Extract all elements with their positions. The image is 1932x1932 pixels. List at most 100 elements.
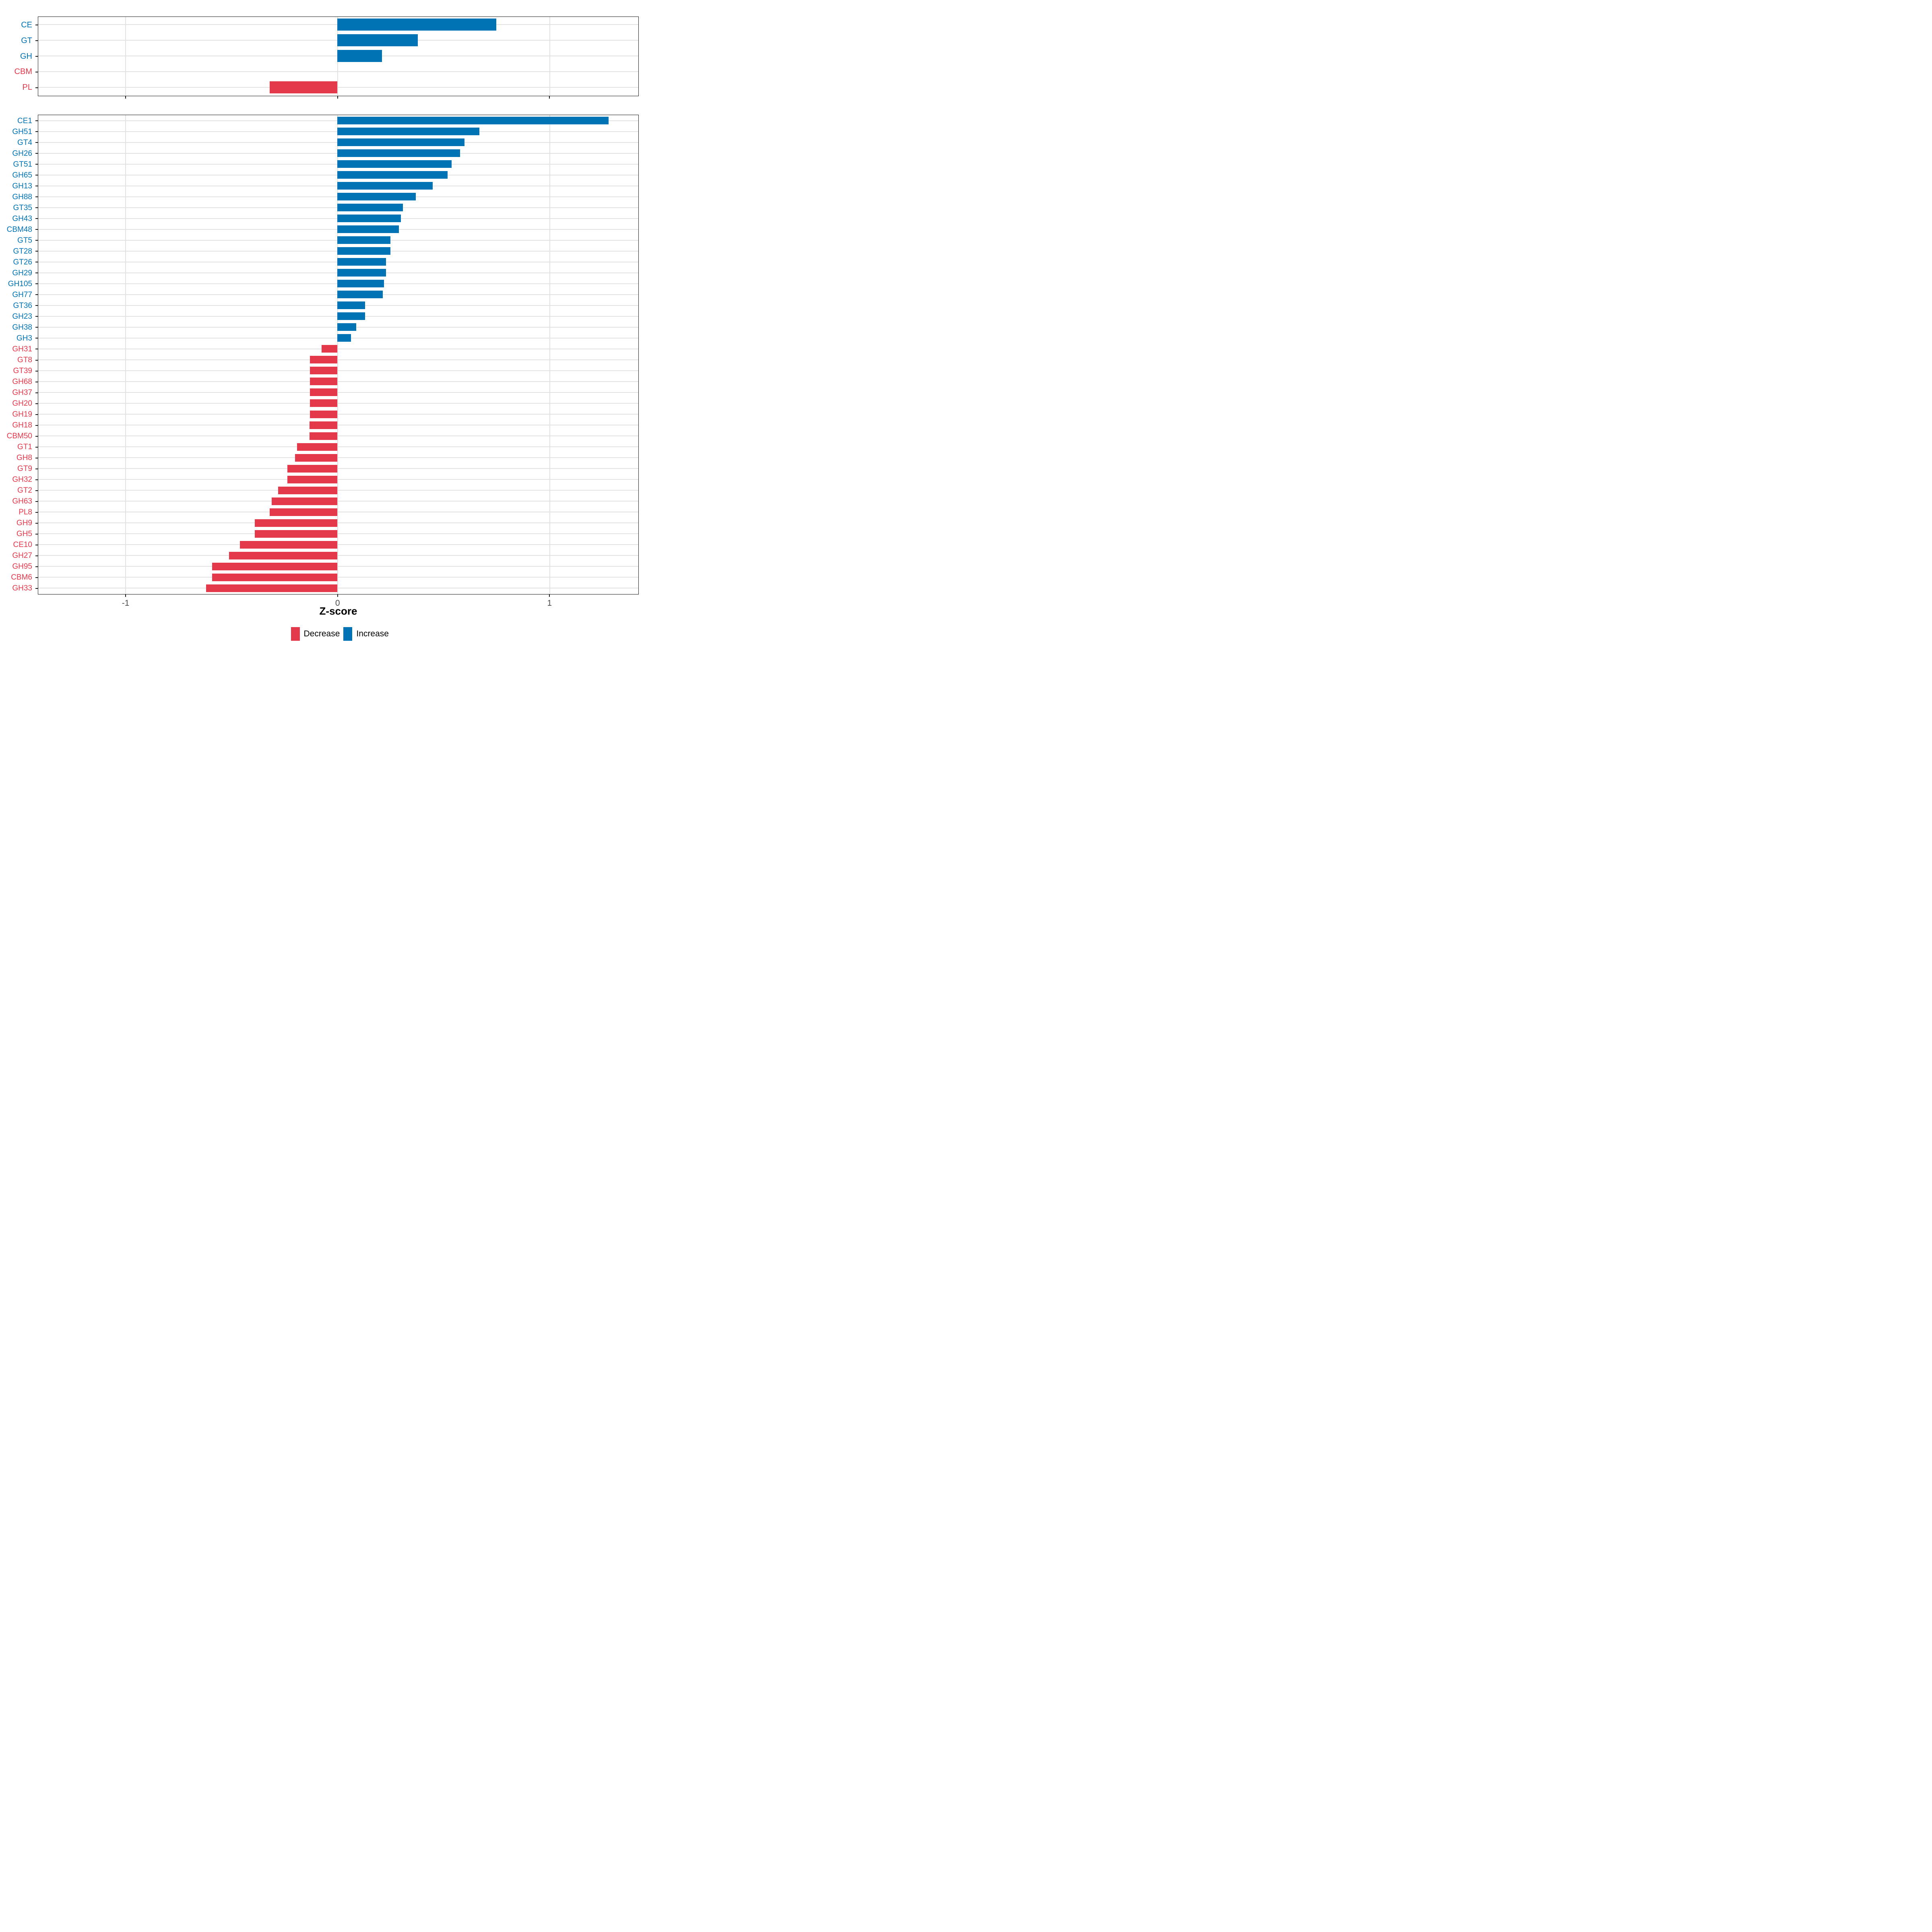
x-gridline--1 [125,115,126,594]
bar-GH68 [310,378,338,386]
bar-GT9 [287,464,338,473]
y-tick-mark-PL [35,87,38,88]
bar-GH31 [321,345,338,353]
y-axis-label-GT36: GT36 [13,301,32,310]
y-axis-label-GT9: GT9 [17,464,32,473]
bar-GH65 [337,171,448,179]
y-tick-mark-GH18 [35,425,38,426]
y-tick-mark-GH95 [35,566,38,567]
y-axis-label-GH8: GH8 [16,454,32,462]
legend-key-increase [343,627,353,641]
bar-GT51 [337,160,452,168]
y-axis-label-GH3: GH3 [16,334,32,343]
bar-GT26 [337,258,386,266]
y-axis-label-GH65: GH65 [12,171,32,180]
y-axis-label-GH9: GH9 [16,519,32,528]
y-tick-mark-GT4 [35,142,38,143]
bar-CE10 [239,541,338,549]
bar-GT [337,34,418,47]
bar-CBM6 [212,573,338,581]
y-tick-mark-GT2 [35,490,38,491]
row-gridline [38,402,638,404]
y-tick-mark-GH19 [35,414,38,415]
y-axis-label-GT35: GT35 [13,203,32,212]
y-axis-label-GH20: GH20 [12,399,32,408]
x-tick-label-1: 1 [547,599,552,608]
y-tick-mark-GH38 [35,327,38,328]
bar-GT35 [337,204,403,212]
bar-CBM48 [337,225,399,233]
bar-GH95 [212,562,338,570]
y-tick-mark-GH37 [35,392,38,393]
y-axis-label-GH32: GH32 [12,475,32,484]
bar-GH19 [310,410,338,418]
y-axis-label-GT5: GT5 [17,236,32,245]
bar-GH8 [295,454,338,462]
y-tick-mark-GH63 [35,501,38,502]
row-gridline [38,457,638,458]
row-gridline [38,381,638,382]
y-tick-mark-GH51 [35,131,38,132]
y-tick-mark-CBM6 [35,577,38,578]
bar-GH33 [206,584,338,592]
bar-GH18 [309,421,338,429]
y-axis-label-GT4: GT4 [17,138,32,147]
y-axis-label-GT39: GT39 [13,367,32,376]
y-tick-mark-GH27 [35,555,38,556]
y-axis-label-CE10: CE10 [13,541,32,549]
x-tick-label-0: 0 [335,599,340,608]
bar-GH63 [271,497,338,505]
x-tick-mark-1 [549,594,550,597]
row-gridline [38,566,638,567]
x-tick-mark-0 [337,96,338,99]
bar-GH26 [337,149,460,157]
y-tick-mark-GH9 [35,522,38,524]
y-axis-label-GH37: GH37 [12,388,32,397]
bar-GT8 [310,356,338,364]
bar-GH38 [337,323,357,331]
bar-CBM50 [309,432,338,440]
y-axis-label-GT26: GT26 [13,258,32,266]
row-gridline [38,533,638,535]
y-axis-label-GH33: GH33 [12,584,32,593]
y-tick-mark-GH43 [35,218,38,219]
legend-key-decrease [291,627,300,641]
y-tick-mark-GH [35,56,38,57]
bar-GH5 [254,530,338,538]
x-gridline-1 [549,115,550,594]
y-axis-label-GH29: GH29 [12,268,32,277]
y-axis-label-GH63: GH63 [12,497,32,506]
x-tick-mark-1 [549,96,550,99]
y-tick-mark-GT51 [35,164,38,165]
bar-GT4 [337,138,465,147]
row-gridline [38,359,638,360]
bar-CE [337,19,496,31]
y-tick-mark-GH20 [35,403,38,404]
y-axis-label-GH27: GH27 [12,551,32,560]
bar-GH37 [310,388,338,396]
row-gridline [38,71,638,72]
y-tick-mark-GT [35,40,38,41]
zscore-bar-chart-figure: Z-score Decrease Increase CE GT GH CBM PL -1 0… [0,0,644,644]
y-tick-mark-GT35 [35,207,38,208]
bar-GH105 [337,280,384,288]
row-gridline [38,479,638,480]
y-axis-label-CE: CE [21,20,32,29]
y-axis-label-CBM: CBM [14,67,32,76]
y-axis-label-GT8: GT8 [17,356,32,364]
x-tick-label--1: -1 [122,599,130,608]
bar-GH27 [229,551,338,559]
bar-GT39 [310,367,338,375]
y-tick-mark-GH3 [35,338,38,339]
y-axis-label-GT1: GT1 [17,443,32,452]
y-tick-mark-GH5 [35,533,38,535]
bar-GH20 [310,399,338,407]
bar-CE1 [337,117,609,124]
y-axis-label-GH105: GH105 [8,279,32,288]
y-axis-label-GH23: GH23 [12,312,32,321]
bar-GH23 [337,312,365,320]
row-gridline [38,392,638,393]
y-tick-mark-GH23 [35,316,38,317]
y-axis-label-GH88: GH88 [12,192,32,201]
y-tick-mark-GH26 [35,153,38,154]
